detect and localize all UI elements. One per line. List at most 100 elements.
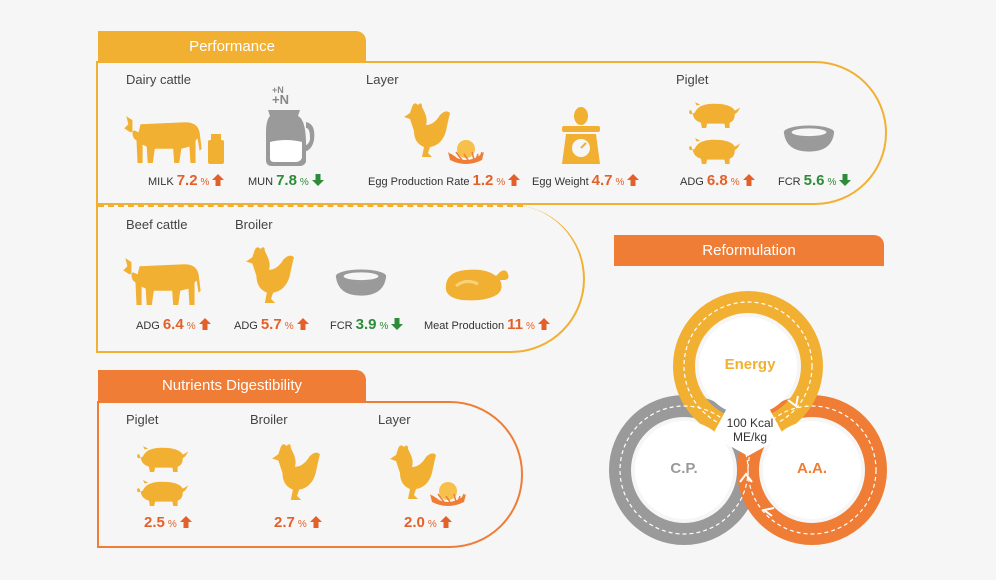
metric-broiler-fcr-unit: % [379, 321, 389, 332]
nutr-piglet-title: Piglet [126, 412, 159, 427]
nutr-layer-unit: % [427, 519, 437, 530]
metric-beef-adg-label: ADG [136, 320, 160, 332]
metric-piglet-fcr-unit: % [827, 177, 837, 188]
arrow-up-icon [199, 318, 211, 330]
energy-label: Energy [724, 356, 776, 373]
nutr-broiler-unit: % [297, 519, 307, 530]
arrow-up-icon [743, 174, 755, 186]
arrow-up-icon [538, 318, 550, 330]
metric-piglet-fcr-label: FCR [778, 176, 801, 188]
metric-broiler-fcr-label: FCR [330, 320, 353, 332]
nutrients-frame [97, 401, 523, 548]
nutr-broiler-title: Broiler [250, 412, 288, 427]
cow-icon [122, 252, 206, 308]
nutr-broiler-metric: 2.7% [274, 514, 322, 531]
pig-icon [688, 100, 740, 130]
reformulation-diagram [609, 291, 887, 545]
nutr-piglet-metric: 2.5% [144, 514, 192, 531]
metric-mun-value: 7.8 [276, 172, 297, 189]
metric-meat-label: Meat Production [424, 320, 505, 332]
nitrogen-label-1: +N [272, 85, 284, 95]
center-energy-value: 100 Kcal ME/kg [712, 416, 788, 444]
bowl-icon [780, 124, 838, 154]
nutr-layer-metric: 2.0% [404, 514, 452, 531]
pig-icon [136, 444, 188, 474]
reformulation-title: Reformulation [702, 242, 796, 259]
metric-meat-production: Meat Production 11% [424, 316, 550, 333]
metric-beef-adg: ADG 6.4% [136, 316, 211, 333]
metric-mun: MUN 7.8% [248, 172, 324, 189]
metric-milk: MILK 7.2% [148, 172, 224, 189]
bowl-icon [332, 268, 390, 298]
performance-frame-top [97, 61, 887, 205]
aa-label: A.A. [797, 460, 827, 477]
metric-milk-label: MILK [148, 176, 174, 188]
metric-broiler-fcr: FCR 3.9% [330, 316, 403, 333]
metric-milk-value: 7.2 [176, 172, 198, 189]
metric-egg-rate-value: 1.2 [472, 172, 494, 189]
metric-milk-unit: % [200, 177, 210, 188]
arrow-up-icon [627, 174, 639, 186]
nutr-piglet-value: 2.5 [144, 514, 165, 531]
arrow-down-icon [312, 174, 324, 186]
arrow-up-icon [212, 174, 224, 186]
cow-icon [124, 110, 206, 166]
performance-tab: Performance [98, 31, 366, 61]
metric-broiler-adg: ADG 5.7% [234, 316, 309, 333]
arrow-down-icon [839, 174, 851, 186]
nitrogen-label-2: +N [272, 92, 289, 107]
metric-egg-rate-label: Egg Production Rate [368, 176, 470, 188]
performance-frame-left [96, 61, 98, 353]
nitrogen-label: +N +N [272, 85, 289, 107]
scale-icon [562, 107, 600, 164]
nutrients-tab: Nutrients Digestibility [98, 370, 366, 401]
arrow-down-icon [391, 318, 403, 330]
jug-icon [266, 110, 315, 166]
metric-egg-weight: Egg Weight 4.7% [532, 172, 639, 189]
pig-icon [136, 478, 188, 508]
metric-meat-value: 11 [507, 316, 523, 333]
metric-broiler-adg-unit: % [284, 321, 294, 332]
metric-egg-rate-unit: % [496, 177, 506, 188]
hen-icon [402, 98, 452, 164]
metric-broiler-fcr-value: 3.9 [355, 316, 377, 333]
broiler-title: Broiler [235, 217, 273, 232]
metric-piglet-adg-unit: % [730, 177, 740, 188]
arrow-up-icon [180, 516, 192, 528]
metric-piglet-adg: ADG 6.8% [680, 172, 755, 189]
metric-piglet-fcr-value: 5.6 [803, 172, 825, 189]
performance-divider [98, 205, 523, 207]
metric-piglet-adg-label: ADG [680, 176, 704, 188]
beef-cattle-title: Beef cattle [126, 217, 188, 232]
metric-egg-weight-value: 4.7 [591, 172, 613, 189]
performance-title: Performance [189, 37, 275, 55]
metric-piglet-fcr: FCR 5.6% [778, 172, 851, 189]
reformulation-tab: Reformulation [614, 235, 884, 266]
metric-broiler-adg-label: ADG [234, 320, 258, 332]
nutr-broiler-value: 2.7 [274, 514, 295, 531]
metric-meat-unit: % [525, 321, 535, 332]
layer-title: Layer [366, 72, 399, 87]
metric-egg-rate: Egg Production Rate 1.2% [368, 172, 520, 189]
cp-label: C.P. [670, 460, 698, 477]
metric-egg-weight-unit: % [615, 177, 625, 188]
center-line-2: ME/kg [732, 430, 767, 444]
nutr-layer-title: Layer [378, 412, 411, 427]
nest-icon [428, 480, 468, 506]
nutrients-title: Nutrients Digestibility [161, 377, 303, 394]
arrow-up-icon [297, 318, 309, 330]
metric-mun-unit: % [299, 177, 309, 188]
chicken-icon [244, 244, 296, 308]
chicken-icon [270, 440, 322, 506]
milk-can-icon [208, 134, 224, 164]
pig-icon [688, 136, 740, 166]
performance-frame-bottom [97, 205, 585, 353]
metric-piglet-adg-value: 6.8 [706, 172, 728, 189]
metric-egg-weight-label: Egg Weight [532, 176, 589, 188]
metric-broiler-adg-value: 5.7 [260, 316, 282, 333]
metric-beef-adg-value: 6.4 [162, 316, 184, 333]
arrow-up-icon [310, 516, 322, 528]
nutr-piglet-unit: % [167, 519, 177, 530]
dairy-cattle-title: Dairy cattle [126, 72, 192, 87]
center-line-1: 100 Kcal [726, 416, 774, 430]
